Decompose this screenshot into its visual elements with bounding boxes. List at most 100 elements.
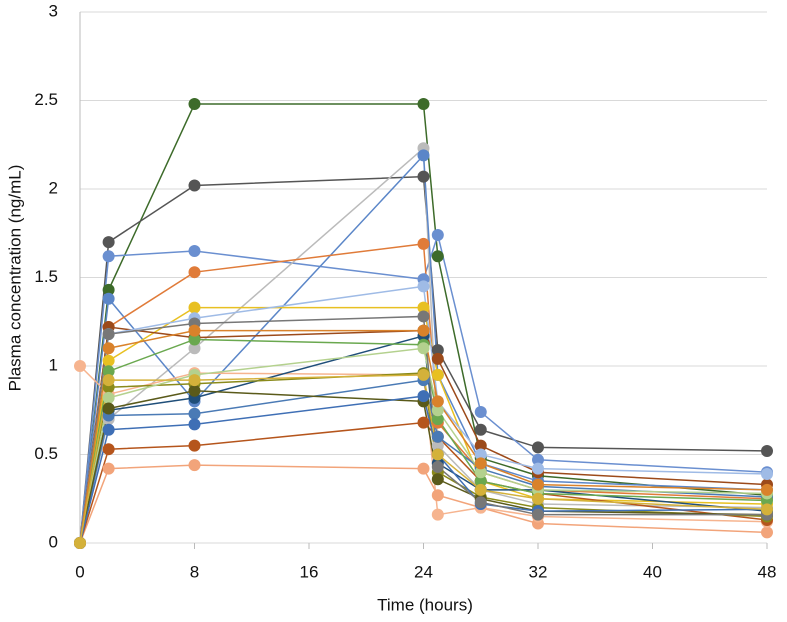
series-line — [79, 374, 768, 544]
series-line — [79, 395, 768, 544]
data-point — [532, 441, 544, 454]
data-point — [474, 457, 487, 470]
data-point — [532, 478, 544, 491]
y-axis-label: Plasma concentration (ng/mL) — [5, 165, 24, 392]
data-point — [188, 459, 201, 472]
data-point — [474, 483, 487, 496]
data-point — [431, 413, 444, 426]
data-point — [431, 368, 444, 381]
data-point — [102, 328, 115, 341]
data-point — [102, 462, 115, 475]
series-line — [79, 421, 768, 544]
data-point — [188, 407, 201, 420]
data-point — [102, 365, 115, 378]
data-point — [431, 508, 444, 521]
data-point — [188, 324, 201, 337]
y-tick-label: 0.5 — [34, 444, 58, 463]
x-axis-label: Time (hours) — [377, 595, 473, 614]
data-point — [188, 244, 201, 257]
data-point — [431, 448, 444, 461]
data-point — [102, 402, 115, 415]
data-point — [188, 418, 201, 431]
series-line — [79, 329, 768, 544]
data-point — [474, 448, 487, 461]
data-point — [474, 496, 487, 509]
data-point — [188, 179, 201, 192]
data-point — [474, 423, 487, 436]
x-tick-label: 48 — [758, 562, 777, 581]
data-point — [474, 406, 487, 419]
series-line — [79, 285, 768, 544]
y-tick-label: 1 — [49, 355, 58, 374]
series-line — [79, 390, 768, 544]
data-point — [102, 236, 115, 249]
series-line — [79, 146, 768, 544]
x-tick-label: 8 — [190, 562, 199, 581]
data-point — [431, 395, 444, 408]
series-line — [79, 334, 768, 544]
data-point — [188, 333, 201, 346]
data-point — [417, 342, 430, 355]
series-line — [79, 464, 768, 544]
data-point — [102, 391, 115, 404]
data-point — [474, 475, 487, 488]
data-point — [431, 430, 444, 443]
data-point — [761, 467, 773, 480]
data-point — [188, 384, 201, 397]
data-point — [431, 404, 444, 417]
data-point — [417, 280, 430, 293]
x-tick-label: 32 — [529, 562, 548, 581]
series-line — [79, 103, 768, 544]
data-point — [431, 229, 444, 242]
data-point — [417, 310, 430, 323]
data-point — [102, 423, 115, 436]
data-point — [761, 526, 773, 539]
data-point — [532, 462, 544, 475]
data-point — [431, 473, 444, 486]
data-point — [532, 453, 544, 466]
data-point — [102, 342, 115, 355]
y-tick-label: 1.5 — [34, 267, 58, 286]
series-line — [79, 315, 767, 544]
data-point — [417, 98, 430, 111]
x-tick-label: 40 — [643, 562, 662, 581]
data-point — [532, 508, 544, 521]
data-point — [102, 354, 115, 367]
data-point — [474, 466, 487, 479]
y-tick-label: 3 — [49, 1, 58, 20]
data-point — [417, 368, 430, 381]
data-point — [74, 537, 86, 549]
data-point — [417, 149, 430, 162]
data-point — [188, 374, 201, 387]
data-point — [431, 439, 444, 452]
data-point — [417, 324, 430, 337]
data-point — [761, 483, 773, 496]
data-point — [417, 301, 430, 314]
series-line — [79, 379, 768, 544]
data-point — [188, 342, 201, 355]
data-point — [431, 344, 444, 357]
data-point — [102, 443, 115, 456]
data-point — [188, 301, 201, 314]
data-point — [417, 237, 430, 250]
data-point — [761, 503, 773, 516]
data-point — [102, 374, 115, 387]
data-point — [417, 170, 430, 183]
data-point — [74, 360, 86, 372]
x-tick-label: 16 — [300, 562, 319, 581]
series-line — [79, 153, 768, 544]
y-tick-label: 0 — [49, 532, 58, 551]
data-point — [417, 416, 430, 429]
data-point — [417, 390, 430, 403]
data-point — [532, 492, 544, 505]
series-line — [79, 365, 768, 523]
y-tick-label: 2 — [49, 178, 58, 197]
data-point — [761, 444, 773, 457]
data-point — [188, 98, 201, 111]
data-point — [431, 489, 444, 502]
data-point — [102, 292, 115, 305]
y-tick-label: 2.5 — [34, 90, 58, 109]
data-point — [188, 266, 201, 279]
